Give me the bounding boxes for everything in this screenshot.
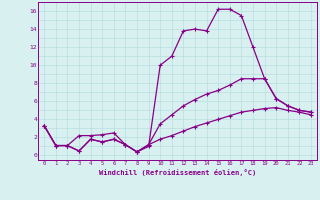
X-axis label: Windchill (Refroidissement éolien,°C): Windchill (Refroidissement éolien,°C) xyxy=(99,169,256,176)
